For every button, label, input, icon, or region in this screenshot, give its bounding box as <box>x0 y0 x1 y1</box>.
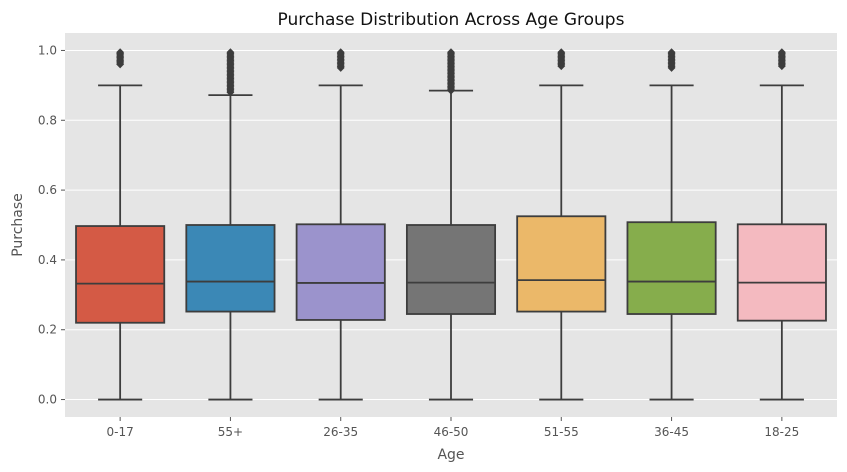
box-iqr <box>405 224 497 315</box>
chart-title: Purchase Distribution Across Age Groups <box>278 10 625 30</box>
box-18-25 <box>736 48 827 401</box>
box-iqr <box>75 225 166 324</box>
box-iqr <box>185 224 276 313</box>
x-tick-label: 46-50 <box>434 425 469 439</box>
x-tick-label: 26-35 <box>323 425 358 439</box>
y-tick-label: 0.0 <box>38 393 57 407</box>
outlier-point <box>336 48 345 57</box>
box-55+ <box>185 48 276 401</box>
y-tick-label: 0.8 <box>38 113 57 127</box>
box-iqr <box>626 221 717 315</box>
x-axis-label: Age <box>437 447 464 463</box>
y-tick-label: 0.2 <box>38 323 57 337</box>
y-axis-label: Purchase <box>10 193 26 257</box>
y-tick-label: 0.6 <box>38 183 57 197</box>
box-26-35 <box>295 48 386 401</box>
boxes <box>75 48 827 401</box>
y-tick-label: 1.0 <box>38 43 57 57</box>
x-tick-label: 18-25 <box>764 425 799 439</box>
box-iqr <box>295 223 386 321</box>
x-tick-label: 36-45 <box>654 425 689 439</box>
box-iqr <box>516 215 607 313</box>
y-tick-label: 0.4 <box>38 253 57 267</box>
x-tick-label: 55+ <box>218 425 243 439</box>
box-iqr <box>736 223 827 322</box>
box-46-50 <box>405 48 497 401</box>
box-36-45 <box>626 48 717 401</box>
outlier-point <box>226 48 235 57</box>
x-axis: 0-17 55+ 26-35 46-50 51-55 36-45 18-25 <box>107 417 799 439</box>
outlier-point <box>557 48 566 57</box>
outlier-point <box>447 48 455 57</box>
outlier-point <box>116 48 125 57</box>
x-tick-label: 0-17 <box>107 425 134 439</box>
outlier-point <box>667 48 676 57</box>
box-51-55 <box>516 48 607 401</box>
y-axis: 0.0 0.2 0.4 0.6 0.8 1.0 <box>38 43 65 407</box>
box-0-17 <box>75 48 166 401</box>
x-tick-label: 51-55 <box>544 425 579 439</box>
outlier-point <box>777 48 786 57</box>
